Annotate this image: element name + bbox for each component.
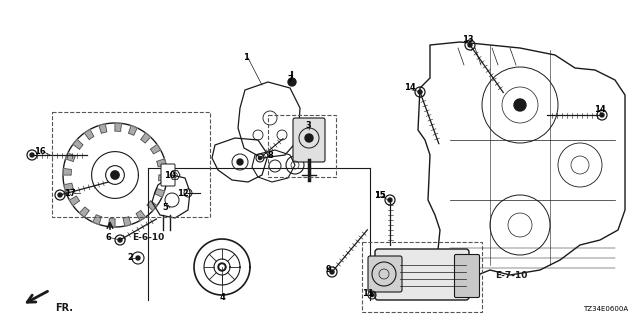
Circle shape	[30, 153, 34, 157]
FancyBboxPatch shape	[368, 256, 402, 292]
Circle shape	[237, 159, 243, 165]
Text: 17: 17	[64, 188, 76, 197]
Bar	[362, 242, 482, 312]
Circle shape	[371, 293, 374, 297]
Text: TZ34E0600A: TZ34E0600A	[583, 306, 628, 312]
Text: 11: 11	[362, 290, 374, 299]
FancyBboxPatch shape	[454, 254, 479, 298]
Text: E-7-10: E-7-10	[495, 270, 527, 279]
Polygon shape	[99, 124, 107, 133]
Polygon shape	[124, 217, 131, 226]
Polygon shape	[141, 133, 150, 143]
Circle shape	[514, 99, 526, 111]
Polygon shape	[93, 215, 101, 224]
Text: FR.: FR.	[55, 303, 73, 313]
Circle shape	[388, 198, 392, 202]
Circle shape	[600, 113, 604, 117]
Circle shape	[468, 43, 472, 47]
Circle shape	[418, 90, 422, 94]
Polygon shape	[159, 175, 167, 181]
Polygon shape	[64, 183, 73, 191]
Polygon shape	[150, 144, 161, 154]
Polygon shape	[73, 140, 83, 149]
Text: 4: 4	[219, 293, 225, 302]
Text: 14: 14	[594, 106, 606, 115]
Polygon shape	[63, 169, 71, 175]
Text: 13: 13	[462, 36, 474, 44]
Bar	[268, 115, 336, 177]
Bar	[52, 112, 210, 217]
Polygon shape	[69, 196, 79, 205]
Circle shape	[111, 171, 119, 179]
Polygon shape	[157, 159, 166, 167]
Text: E-6-10: E-6-10	[132, 234, 164, 243]
Circle shape	[220, 265, 224, 269]
Circle shape	[218, 263, 226, 271]
Text: 2: 2	[127, 253, 133, 262]
Text: 3: 3	[305, 121, 311, 130]
Text: 10: 10	[164, 171, 176, 180]
Text: 6: 6	[105, 234, 111, 243]
Circle shape	[58, 193, 62, 197]
Polygon shape	[65, 153, 75, 161]
Circle shape	[259, 156, 262, 160]
Text: 5: 5	[162, 203, 168, 212]
Polygon shape	[155, 188, 164, 197]
Text: 8: 8	[267, 150, 273, 159]
Text: 1: 1	[243, 52, 249, 61]
FancyBboxPatch shape	[375, 249, 469, 300]
Text: 15: 15	[374, 191, 386, 201]
Text: 7: 7	[287, 76, 293, 84]
Polygon shape	[109, 219, 115, 227]
Text: 9: 9	[325, 266, 331, 275]
Polygon shape	[79, 207, 89, 217]
Polygon shape	[136, 211, 145, 220]
Text: 12: 12	[177, 188, 189, 197]
Circle shape	[330, 270, 334, 274]
Circle shape	[288, 78, 296, 86]
Circle shape	[136, 256, 140, 260]
Text: 15: 15	[374, 191, 386, 201]
FancyBboxPatch shape	[293, 118, 325, 162]
Polygon shape	[129, 125, 137, 135]
Circle shape	[118, 238, 122, 242]
FancyBboxPatch shape	[161, 164, 175, 186]
Text: 16: 16	[34, 148, 46, 156]
Text: 14: 14	[404, 84, 416, 92]
Polygon shape	[84, 129, 94, 140]
Polygon shape	[115, 123, 122, 131]
Polygon shape	[147, 201, 157, 211]
Circle shape	[305, 134, 313, 142]
